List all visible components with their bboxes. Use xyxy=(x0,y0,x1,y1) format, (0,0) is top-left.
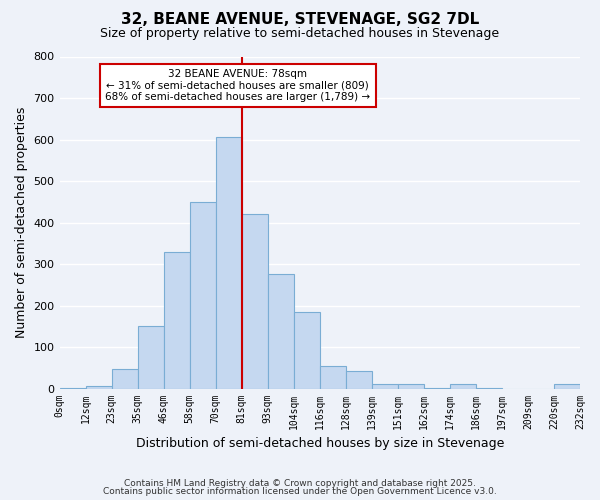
Bar xyxy=(372,384,398,388)
Bar xyxy=(164,252,190,388)
Bar xyxy=(215,138,242,388)
Text: Size of property relative to semi-detached houses in Stevenage: Size of property relative to semi-detach… xyxy=(100,28,500,40)
Bar xyxy=(320,366,346,388)
Bar xyxy=(242,214,268,388)
Bar xyxy=(268,274,294,388)
Text: Contains HM Land Registry data © Crown copyright and database right 2025.: Contains HM Land Registry data © Crown c… xyxy=(124,478,476,488)
Bar xyxy=(398,384,424,388)
Bar xyxy=(137,326,164,388)
Bar xyxy=(86,386,112,388)
Text: Contains public sector information licensed under the Open Government Licence v3: Contains public sector information licen… xyxy=(103,487,497,496)
Bar xyxy=(294,312,320,388)
Bar xyxy=(346,371,372,388)
X-axis label: Distribution of semi-detached houses by size in Stevenage: Distribution of semi-detached houses by … xyxy=(136,437,504,450)
Bar xyxy=(554,384,580,388)
Y-axis label: Number of semi-detached properties: Number of semi-detached properties xyxy=(15,107,28,338)
Text: 32 BEANE AVENUE: 78sqm
← 31% of semi-detached houses are smaller (809)
68% of se: 32 BEANE AVENUE: 78sqm ← 31% of semi-det… xyxy=(105,69,370,102)
Bar xyxy=(450,384,476,388)
Bar xyxy=(112,369,137,388)
Text: 32, BEANE AVENUE, STEVENAGE, SG2 7DL: 32, BEANE AVENUE, STEVENAGE, SG2 7DL xyxy=(121,12,479,28)
Bar xyxy=(190,202,215,388)
